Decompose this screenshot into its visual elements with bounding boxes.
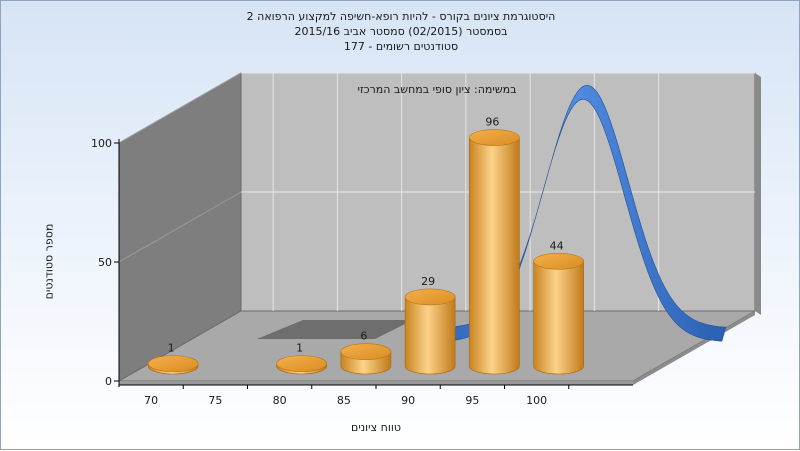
bar-top <box>147 355 199 372</box>
chart-title-line-3: סטודנטים רשומים - 177 <box>343 40 459 53</box>
bar-top <box>340 343 392 361</box>
x-axis-label: טווח ציונים <box>351 421 401 434</box>
bar-group <box>276 355 327 375</box>
x-tick-label: 70 <box>144 394 158 407</box>
bar-top <box>533 252 584 270</box>
bar-group <box>340 343 392 375</box>
chart-annotation: במשימה: ציון סופי במחשב המרכזי <box>357 83 516 96</box>
bar-value-label: 1 <box>296 342 303 355</box>
bar-top <box>404 288 456 306</box>
bar-top <box>276 355 327 372</box>
x-tick-label: 100 <box>526 394 547 407</box>
bar-group <box>404 288 456 375</box>
grid-line-y-side <box>118 191 242 263</box>
floor-edge <box>119 381 633 385</box>
bar-group <box>147 355 199 375</box>
x-tick-label: 75 <box>208 394 222 407</box>
bar <box>533 260 584 375</box>
bar-top <box>469 129 520 146</box>
bar-value-label: 6 <box>360 330 367 343</box>
y-tick-label: 0 <box>105 375 112 388</box>
curve-floor-shadow <box>257 320 413 339</box>
y-tick-label: 100 <box>91 137 112 150</box>
bar <box>404 296 456 375</box>
bar-group <box>533 252 584 375</box>
y-tick-label: 50 <box>98 256 112 269</box>
normal-curve <box>425 84 727 343</box>
chart-title-line-1: היסטוגרמת ציונים בקורס - להיות רופא-חשיפ… <box>246 10 556 23</box>
x-tick-label: 90 <box>401 394 415 407</box>
bar-value-label: 44 <box>550 239 564 252</box>
bar <box>469 137 520 375</box>
x-tick-label: 85 <box>337 394 351 407</box>
bar-value-label: 96 <box>485 116 499 129</box>
bar-value-label: 29 <box>421 275 435 288</box>
bar-group <box>469 129 520 375</box>
grid-line-y-side <box>118 72 242 144</box>
x-tick-label: 80 <box>273 394 287 407</box>
x-tick-label: 95 <box>465 394 479 407</box>
chart-title-line-2: בסמסטר (02/2015) סמסטר אביב 2015/16 <box>294 25 508 38</box>
y-axis-label: מספר סטודנטים <box>42 223 56 300</box>
bar-value-label: 1 <box>168 342 175 355</box>
back-wall-edge <box>755 73 761 315</box>
